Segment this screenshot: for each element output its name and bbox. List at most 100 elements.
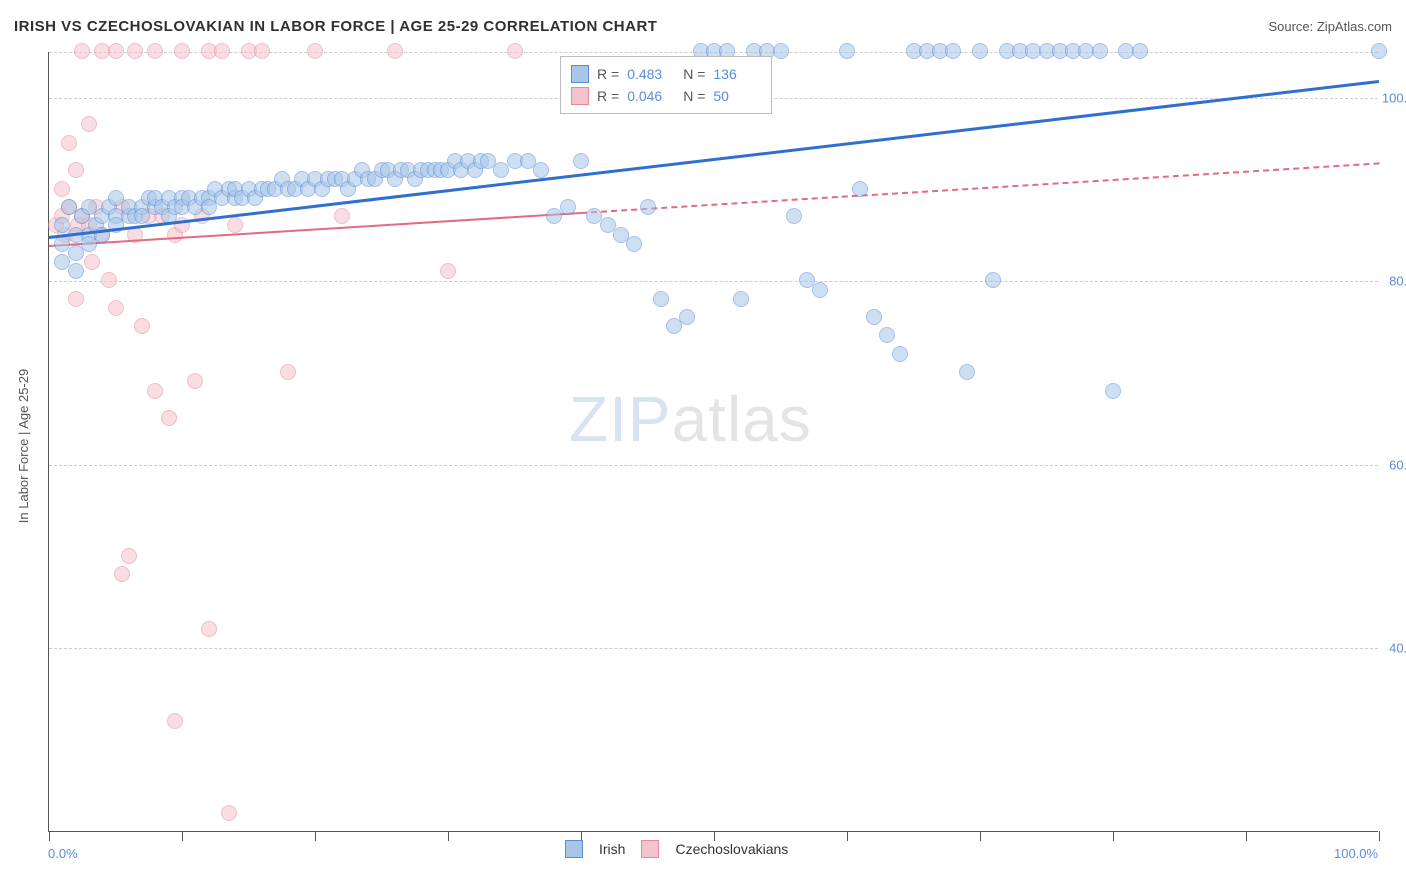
scatter-point-irish [786,208,802,224]
x-min-label: 0.0% [48,846,78,861]
x-tick [315,831,316,841]
x-tick [1113,831,1114,841]
stat-N-label: N = [683,85,705,107]
y-axis-title: In Labor Force | Age 25-29 [16,369,31,523]
x-max-label: 100.0% [1334,846,1378,861]
scatter-point-irish [1132,43,1148,59]
scatter-point-irish [945,43,961,59]
scatter-point-czech [440,263,456,279]
source-label: Source: ZipAtlas.com [1268,19,1392,34]
scatter-point-czech [307,43,323,59]
watermark-zip: ZIP [569,383,672,455]
scatter-point-czech [68,291,84,307]
scatter-point-czech [121,548,137,564]
y-tick-label: 100.0% [1382,90,1406,105]
stat-R-label: R = [597,85,619,107]
scatter-point-irish [866,309,882,325]
scatter-point-irish [985,272,1001,288]
scatter-point-irish [1105,383,1121,399]
x-tick [1246,831,1247,841]
y-tick-label: 80.0% [1389,274,1406,289]
scatter-point-irish [892,346,908,362]
bottom-legend: Irish Czechoslovakians [565,840,788,858]
scatter-point-czech [254,43,270,59]
scatter-point-czech [84,254,100,270]
scatter-point-czech [280,364,296,380]
legend-swatch-czech [571,87,589,105]
scatter-point-czech [214,43,230,59]
chart-title: IRISH VS CZECHOSLOVAKIAN IN LABOR FORCE … [14,18,657,35]
stat-R-label: R = [597,63,619,85]
legend-swatch-irish [565,840,583,858]
scatter-point-irish [653,291,669,307]
legend-label-czech: Czechoslovakians [675,841,788,857]
scatter-point-czech [161,410,177,426]
scatter-point-irish [640,199,656,215]
watermark: ZIPatlas [569,382,812,456]
plot-area: ZIPatlas 40.0%60.0%80.0%100.0% [48,52,1378,832]
legend-label-irish: Irish [599,841,625,857]
stats-row-czech: R = 0.046 N = 50 [571,85,761,107]
scatter-point-czech [127,43,143,59]
gridline [49,648,1378,649]
scatter-point-irish [533,162,549,178]
scatter-point-irish [773,43,789,59]
scatter-point-czech [147,43,163,59]
scatter-point-czech [108,300,124,316]
scatter-point-czech [221,805,237,821]
trendline-czech-ext [581,162,1379,214]
x-tick [1379,831,1380,841]
scatter-point-czech [68,162,84,178]
legend-swatch-irish [571,65,589,83]
legend-swatch-czech [641,840,659,858]
gridline [49,281,1378,282]
scatter-point-czech [187,373,203,389]
scatter-point-czech [61,135,77,151]
scatter-point-czech [147,383,163,399]
scatter-point-czech [334,208,350,224]
x-tick [847,831,848,841]
scatter-point-czech [81,116,97,132]
stat-N-value-czech: 50 [713,85,761,107]
scatter-point-irish [733,291,749,307]
y-tick-label: 60.0% [1389,457,1406,472]
y-tick-label: 40.0% [1389,641,1406,656]
x-tick [980,831,981,841]
scatter-point-irish [812,282,828,298]
scatter-point-czech [134,318,150,334]
scatter-point-czech [74,43,90,59]
scatter-point-irish [1092,43,1108,59]
scatter-point-irish [852,181,868,197]
stat-R-value-irish: 0.483 [627,63,675,85]
scatter-point-irish [1371,43,1387,59]
scatter-point-czech [387,43,403,59]
scatter-point-irish [839,43,855,59]
scatter-point-irish [879,327,895,343]
stats-row-irish: R = 0.483 N = 136 [571,63,761,85]
scatter-point-irish [560,199,576,215]
scatter-point-irish [959,364,975,380]
stat-R-value-czech: 0.046 [627,85,675,107]
scatter-point-irish [573,153,589,169]
x-tick [49,831,50,841]
scatter-point-czech [167,713,183,729]
x-tick [182,831,183,841]
scatter-point-irish [626,236,642,252]
watermark-atlas: atlas [672,383,812,455]
scatter-point-czech [507,43,523,59]
scatter-point-irish [68,263,84,279]
stats-box: R = 0.483 N = 136 R = 0.046 N = 50 [560,56,772,114]
scatter-point-czech [201,621,217,637]
scatter-point-czech [174,43,190,59]
scatter-point-czech [108,43,124,59]
scatter-point-czech [54,181,70,197]
scatter-point-irish [972,43,988,59]
x-tick [448,831,449,841]
stat-N-value-irish: 136 [713,63,761,85]
scatter-point-irish [679,309,695,325]
scatter-point-czech [227,217,243,233]
scatter-point-czech [114,566,130,582]
stat-N-label: N = [683,63,705,85]
scatter-point-czech [101,272,117,288]
gridline [49,465,1378,466]
